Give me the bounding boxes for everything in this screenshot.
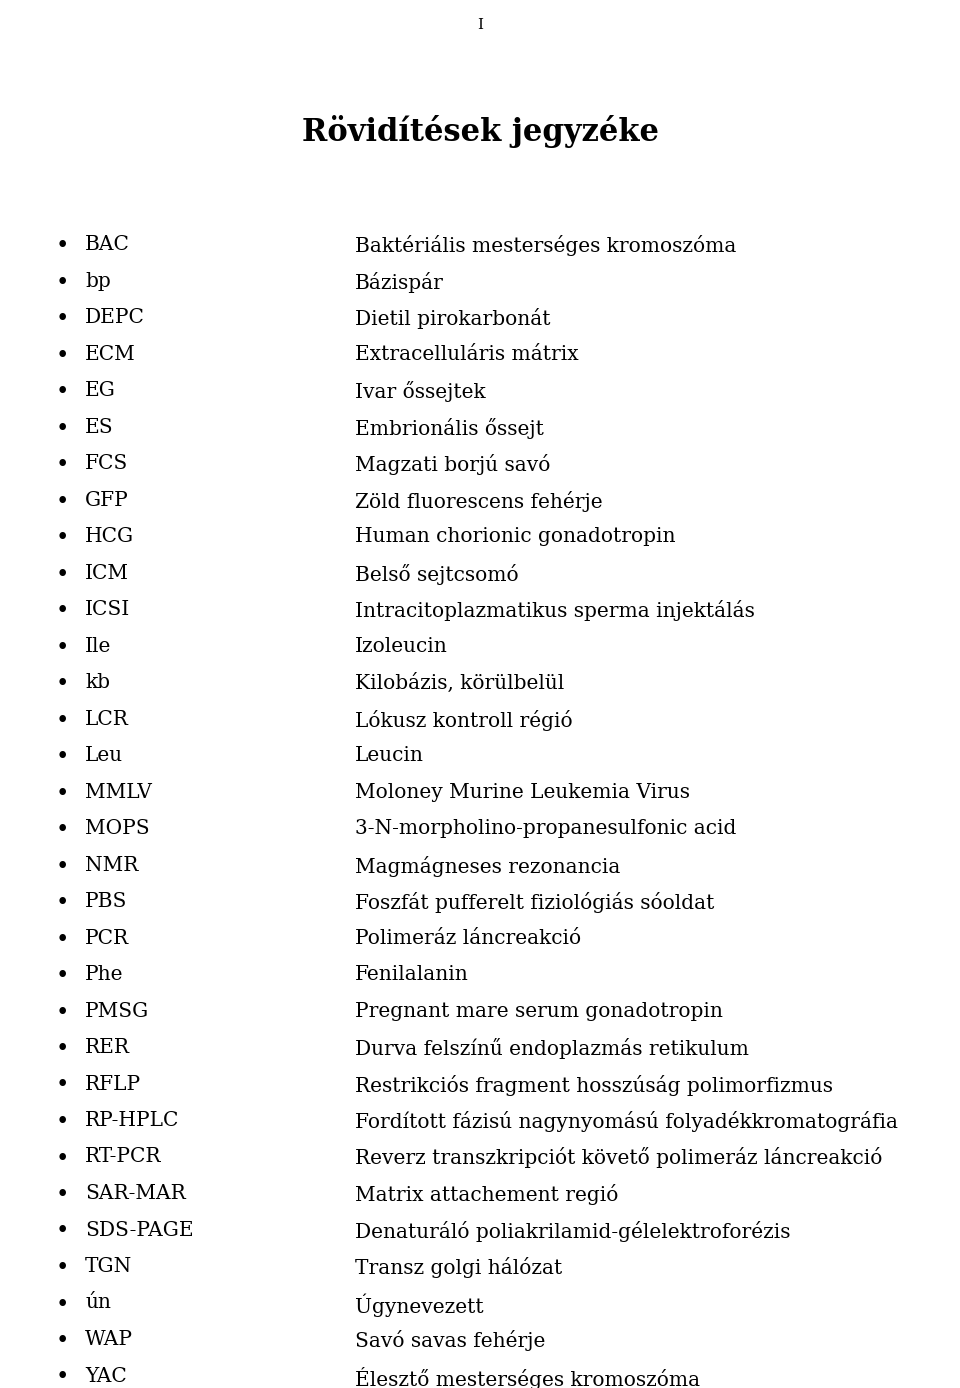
Text: SDS-PAGE: SDS-PAGE <box>85 1220 194 1239</box>
Text: Savó savas fehérje: Savó savas fehérje <box>355 1330 545 1351</box>
Text: ún: ún <box>85 1294 110 1313</box>
Text: Fordított fázisú nagynyomású folyadékkromatográfia: Fordított fázisú nagynyomású folyadékkro… <box>355 1110 898 1133</box>
Text: I: I <box>477 18 483 32</box>
Text: 3-N-morpholino-propanesulfonic acid: 3-N-morpholino-propanesulfonic acid <box>355 819 736 838</box>
Text: •: • <box>56 527 69 550</box>
Text: Denaturáló poliakrilamid-gélelektroforézis: Denaturáló poliakrilamid-gélelektroforéz… <box>355 1220 790 1241</box>
Text: Durva felszínű endoplazmás retikulum: Durva felszínű endoplazmás retikulum <box>355 1038 749 1059</box>
Text: Magmágneses rezonancia: Magmágneses rezonancia <box>355 855 620 876</box>
Text: Embrionális őssejt: Embrionális őssejt <box>355 418 544 439</box>
Text: MMLV: MMLV <box>85 783 152 801</box>
Text: •: • <box>56 637 69 658</box>
Text: Intracitoplazmatikus sperma injektálás: Intracitoplazmatikus sperma injektálás <box>355 600 755 620</box>
Text: •: • <box>56 783 69 805</box>
Text: Zöld fluorescens fehérje: Zöld fluorescens fehérje <box>355 490 603 512</box>
Text: Transz golgi hálózat: Transz golgi hálózat <box>355 1258 563 1278</box>
Text: EG: EG <box>85 380 116 400</box>
Text: •: • <box>56 673 69 695</box>
Text: •: • <box>56 1330 69 1352</box>
Text: YAC: YAC <box>85 1367 127 1385</box>
Text: Pregnant mare serum gonadotropin: Pregnant mare serum gonadotropin <box>355 1002 723 1020</box>
Text: •: • <box>56 1110 69 1133</box>
Text: Human chorionic gonadotropin: Human chorionic gonadotropin <box>355 527 676 545</box>
Text: •: • <box>56 344 69 366</box>
Text: Magzati borjú savó: Magzati borjú savó <box>355 454 550 475</box>
Text: Polimeráz láncreakció: Polimeráz láncreakció <box>355 929 581 948</box>
Text: BAC: BAC <box>85 235 130 254</box>
Text: •: • <box>56 929 69 951</box>
Text: •: • <box>56 892 69 915</box>
Text: •: • <box>56 1184 69 1206</box>
Text: •: • <box>56 1038 69 1060</box>
Text: PCR: PCR <box>85 929 130 948</box>
Text: RFLP: RFLP <box>85 1074 141 1094</box>
Text: •: • <box>56 454 69 476</box>
Text: •: • <box>56 600 69 622</box>
Text: Extracelluláris mátrix: Extracelluláris mátrix <box>355 344 579 364</box>
Text: •: • <box>56 1294 69 1316</box>
Text: ICSI: ICSI <box>85 600 131 619</box>
Text: RT-PCR: RT-PCR <box>85 1148 161 1166</box>
Text: •: • <box>56 380 69 403</box>
Text: GFP: GFP <box>85 490 129 509</box>
Text: LCR: LCR <box>85 709 129 729</box>
Text: Phe: Phe <box>85 965 124 984</box>
Text: •: • <box>56 1148 69 1170</box>
Text: Leu: Leu <box>85 745 123 765</box>
Text: •: • <box>56 1367 69 1388</box>
Text: kb: kb <box>85 673 110 693</box>
Text: •: • <box>56 1074 69 1097</box>
Text: MOPS: MOPS <box>85 819 150 838</box>
Text: •: • <box>56 418 69 440</box>
Text: •: • <box>56 490 69 512</box>
Text: •: • <box>56 965 69 987</box>
Text: •: • <box>56 1258 69 1278</box>
Text: Bázispár: Bázispár <box>355 272 444 293</box>
Text: Dietil pirokarbonát: Dietil pirokarbonát <box>355 308 550 329</box>
Text: RER: RER <box>85 1038 130 1058</box>
Text: Úgynevezett: Úgynevezett <box>355 1294 484 1317</box>
Text: RP-HPLC: RP-HPLC <box>85 1110 180 1130</box>
Text: TGN: TGN <box>85 1258 132 1276</box>
Text: •: • <box>56 819 69 841</box>
Text: Ile: Ile <box>85 637 111 655</box>
Text: Leucin: Leucin <box>355 745 424 765</box>
Text: •: • <box>56 235 69 257</box>
Text: Kilobázis, körülbelül: Kilobázis, körülbelül <box>355 673 564 693</box>
Text: •: • <box>56 308 69 330</box>
Text: •: • <box>56 272 69 293</box>
Text: SAR-MAR: SAR-MAR <box>85 1184 185 1203</box>
Text: ECM: ECM <box>85 344 135 364</box>
Text: Ivar őssejtek: Ivar őssejtek <box>355 380 486 403</box>
Text: Restrikciós fragment hosszúság polimorfizmus: Restrikciós fragment hosszúság polimorfi… <box>355 1074 833 1095</box>
Text: DEPC: DEPC <box>85 308 145 328</box>
Text: •: • <box>56 855 69 877</box>
Text: Moloney Murine Leukemia Virus: Moloney Murine Leukemia Virus <box>355 783 690 801</box>
Text: Matrix attachement regió: Matrix attachement regió <box>355 1184 618 1205</box>
Text: Lókusz kontroll régió: Lókusz kontroll régió <box>355 709 572 730</box>
Text: FCS: FCS <box>85 454 129 473</box>
Text: Fenilalanin: Fenilalanin <box>355 965 468 984</box>
Text: Reverz transzkripciót követő polimeráz láncreakció: Reverz transzkripciót követő polimeráz l… <box>355 1148 882 1169</box>
Text: •: • <box>56 1220 69 1242</box>
Text: Izoleucin: Izoleucin <box>355 637 447 655</box>
Text: Rövidítések jegyzéke: Rövidítések jegyzéke <box>301 115 659 149</box>
Text: PBS: PBS <box>85 892 128 911</box>
Text: WAP: WAP <box>85 1330 133 1349</box>
Text: •: • <box>56 709 69 731</box>
Text: ICM: ICM <box>85 564 129 583</box>
Text: HCG: HCG <box>85 527 134 545</box>
Text: •: • <box>56 745 69 768</box>
Text: Élesztő mesterséges kromoszóma: Élesztő mesterséges kromoszóma <box>355 1367 700 1388</box>
Text: ES: ES <box>85 418 113 436</box>
Text: •: • <box>56 564 69 586</box>
Text: NMR: NMR <box>85 855 138 874</box>
Text: •: • <box>56 1002 69 1023</box>
Text: bp: bp <box>85 272 110 290</box>
Text: Foszfát pufferelt fiziológiás sóoldat: Foszfát pufferelt fiziológiás sóoldat <box>355 892 714 913</box>
Text: Belső sejtcsomó: Belső sejtcsomó <box>355 564 518 584</box>
Text: Baktériális mesterséges kromoszóma: Baktériális mesterséges kromoszóma <box>355 235 736 255</box>
Text: PMSG: PMSG <box>85 1002 149 1020</box>
